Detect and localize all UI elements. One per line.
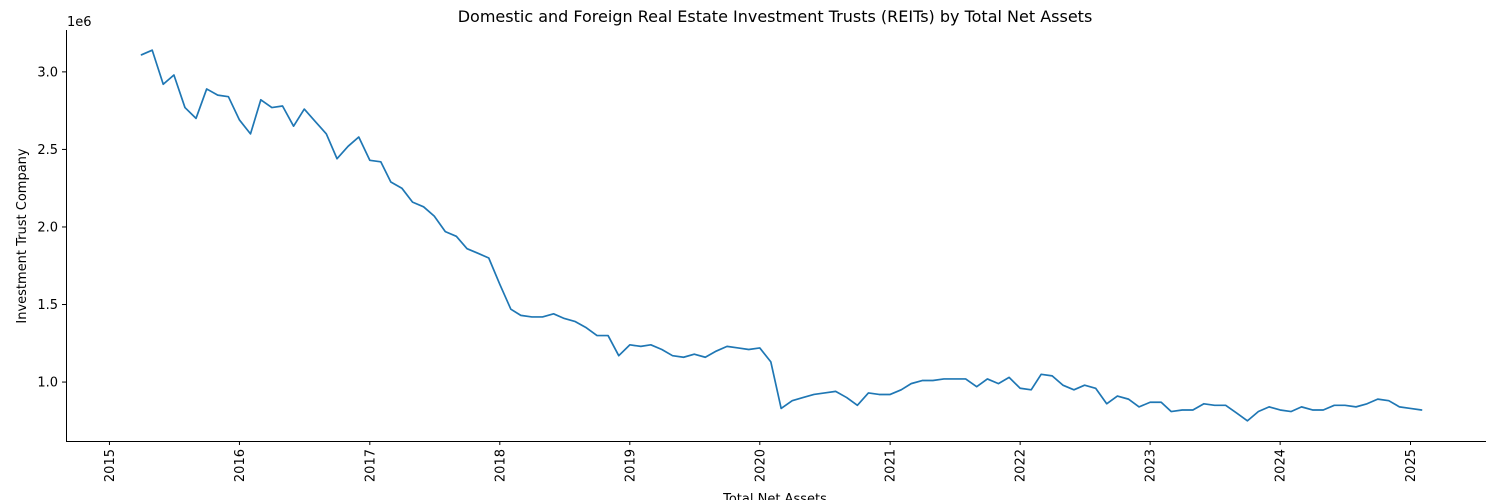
chart-title: Domestic and Foreign Real Estate Investm… — [458, 7, 1093, 26]
y-offset-label: 1e6 — [67, 15, 92, 30]
x-tick-label: 2024 — [1274, 449, 1289, 482]
y-tick-label: 1.5 — [37, 298, 58, 313]
x-tick-label: 2017 — [363, 449, 378, 482]
x-ticks: 2015 2016 2017 2018 2019 2020 2021 2022 2023 2024… — [103, 441, 1419, 482]
y-axis-label: Investment Trust Company — [15, 148, 30, 324]
x-tick-label: 2018 — [493, 449, 508, 482]
x-tick-label: 2015 — [103, 449, 118, 482]
x-tick-label: 2021 — [884, 449, 899, 482]
y-tick-label: 2.0 — [37, 220, 58, 235]
x-tick-label: 2020 — [753, 449, 768, 482]
y-tick-label: 2.5 — [37, 143, 58, 158]
x-tick-label: 2019 — [623, 449, 638, 482]
x-tick-label: 2023 — [1144, 449, 1159, 482]
series-line-0 — [140, 49, 1423, 422]
series-group — [140, 49, 1423, 422]
x-tick-label: 2025 — [1404, 449, 1419, 482]
y-tick-label: 3.0 — [37, 65, 58, 80]
y-ticks: 1.0 1.5 2.0 2.5 3.0 — [37, 65, 66, 391]
y-tick-label: 1.0 — [37, 376, 58, 391]
x-tick-label: 2022 — [1014, 449, 1029, 482]
x-axis-label: Total Net Assets — [722, 492, 827, 500]
x-tick-label: 2016 — [233, 449, 248, 482]
axes — [66, 30, 1486, 442]
